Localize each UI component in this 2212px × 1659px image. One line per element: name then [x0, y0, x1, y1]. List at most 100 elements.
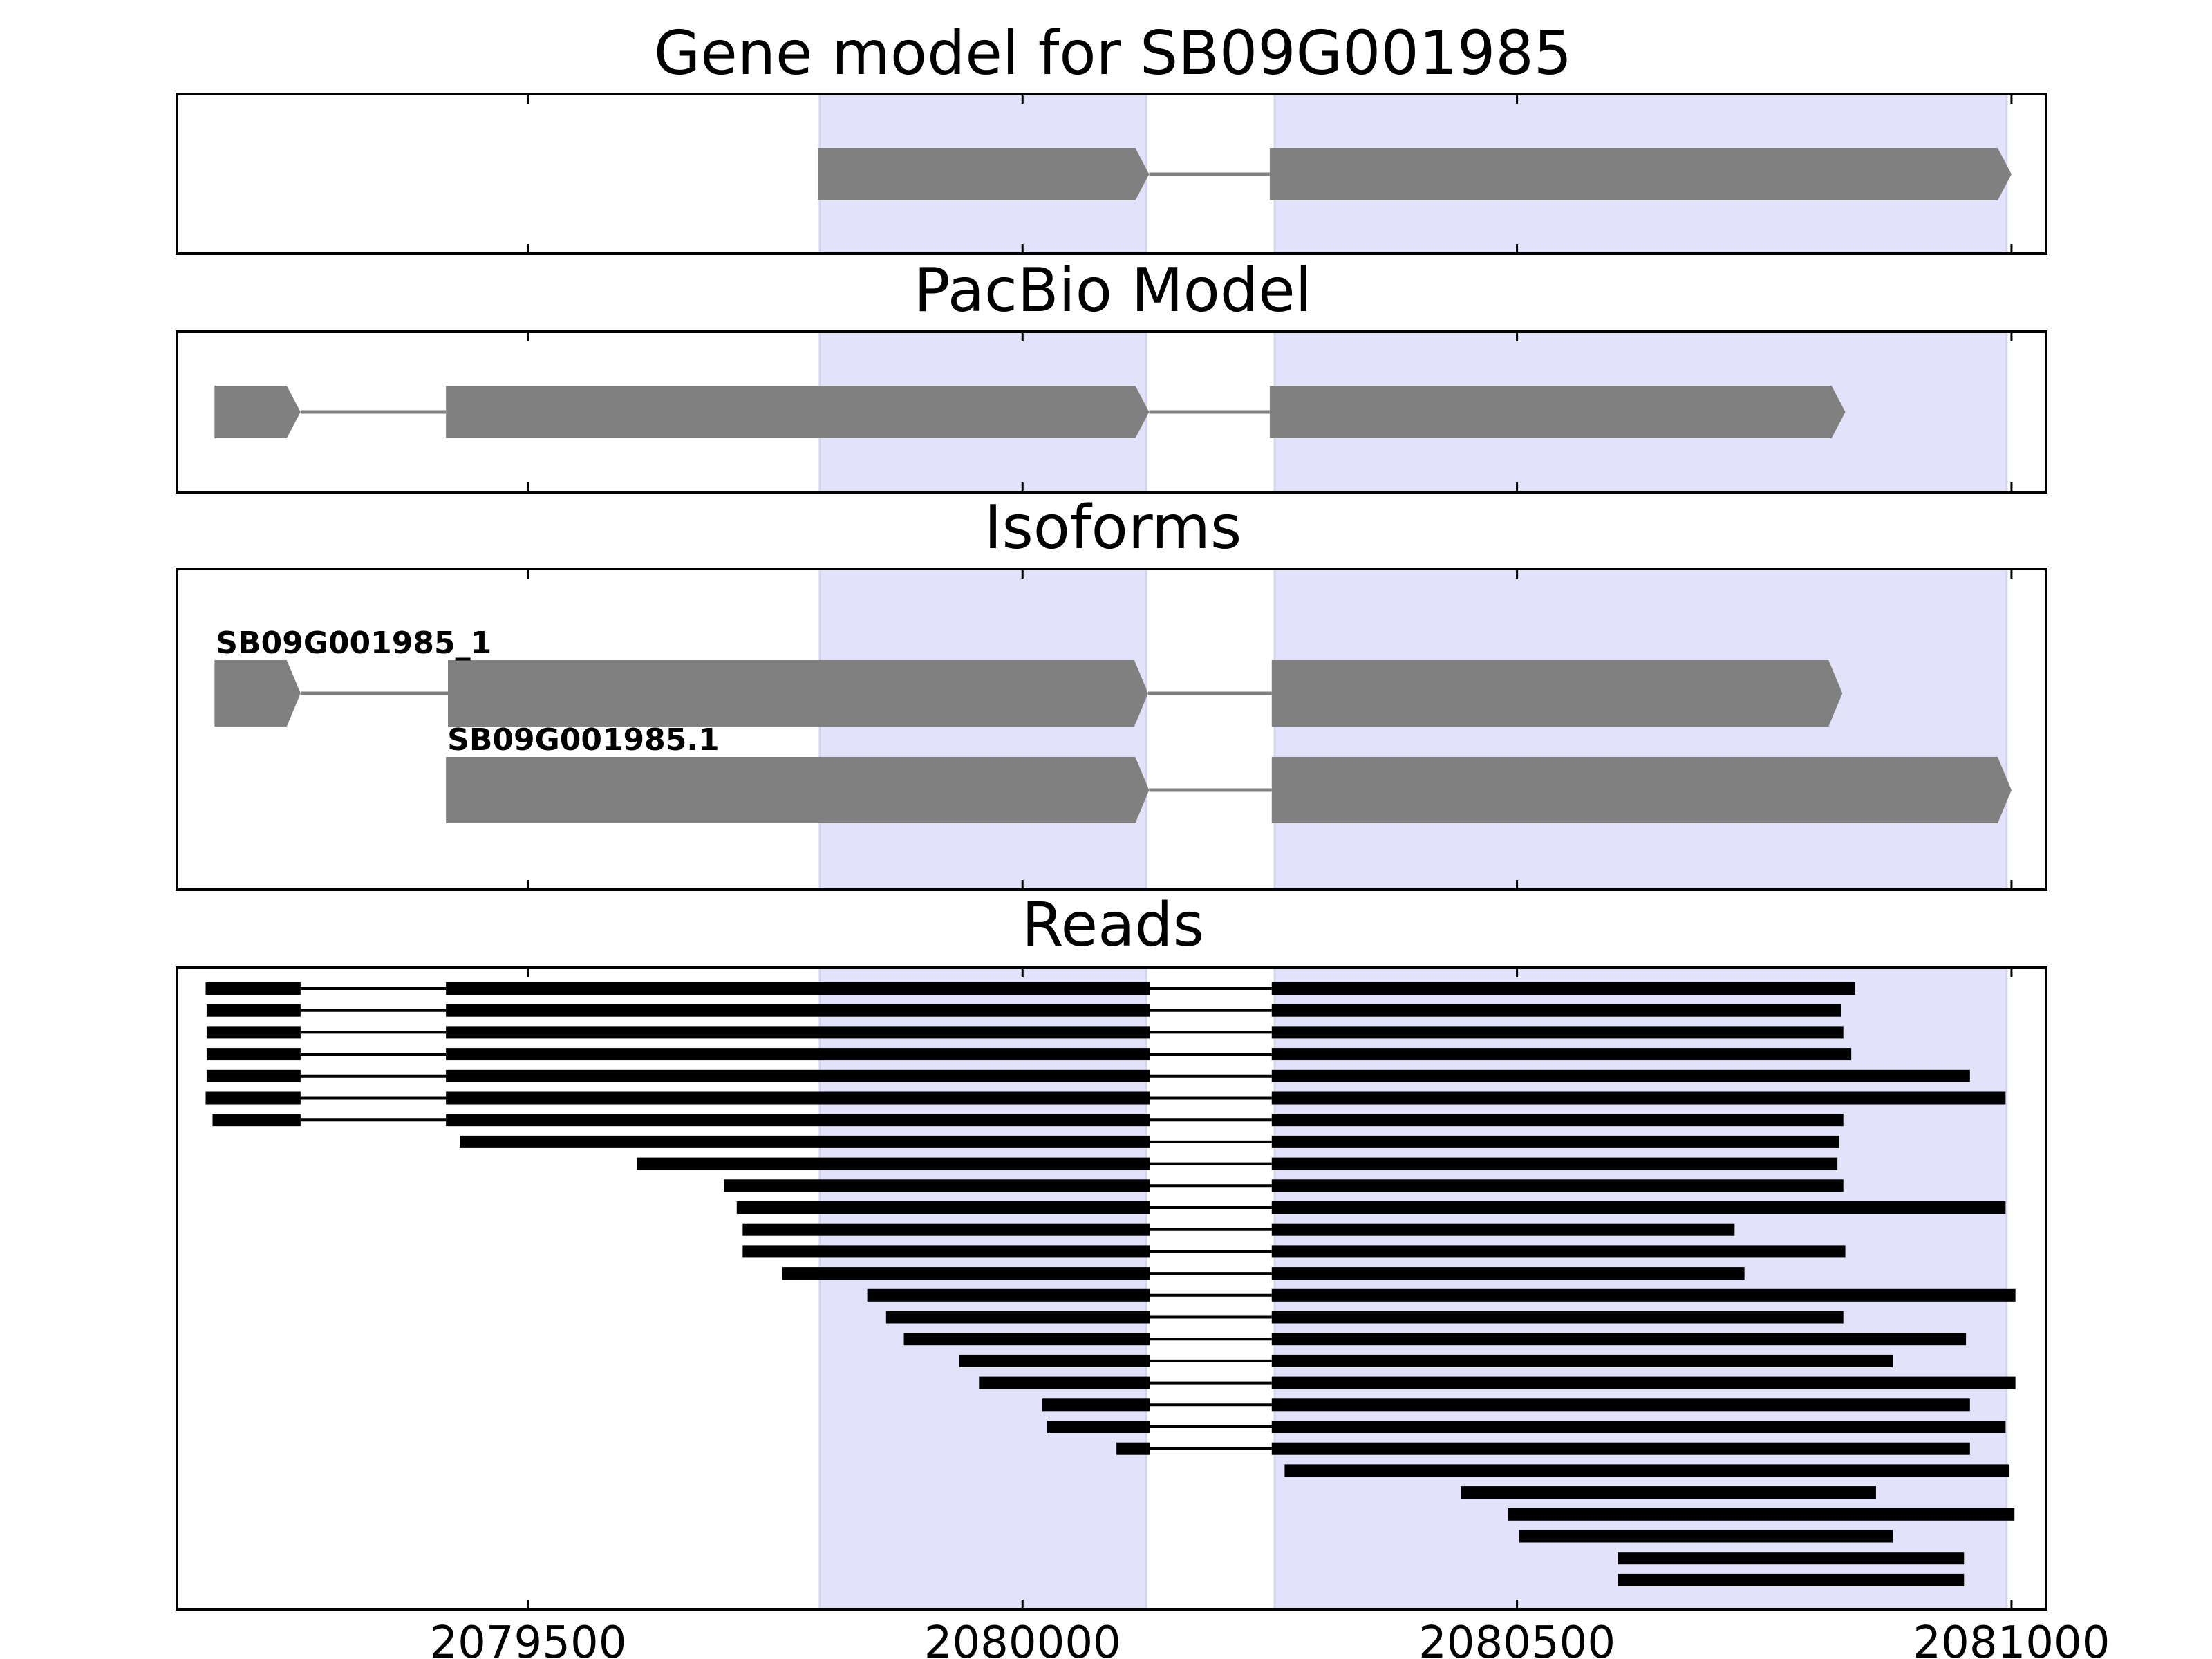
read-9 — [637, 1157, 1838, 1170]
read-27-block-1 — [1618, 1552, 1965, 1565]
reads-highlight-region-1 — [818, 966, 1147, 1611]
read-8-block-2 — [1271, 1135, 1839, 1148]
read-23 — [1284, 1464, 2010, 1477]
read-28-block-1 — [1618, 1573, 1965, 1586]
read-25 — [1508, 1508, 2015, 1521]
read-7-block-2 — [446, 1114, 1150, 1127]
read-20-block-1 — [1042, 1398, 1150, 1412]
read-16-block-2 — [1271, 1311, 1844, 1324]
read-6-block-1 — [205, 1091, 301, 1105]
read-11 — [736, 1201, 2006, 1214]
read-7-block-3 — [1271, 1114, 1844, 1127]
pacbio-model-exon-3 — [1269, 386, 1846, 438]
gene-model-frame — [176, 93, 2047, 255]
read-12-block-1 — [742, 1223, 1150, 1236]
read-28 — [1618, 1573, 1965, 1586]
read-18 — [959, 1354, 1893, 1367]
read-3-block-2 — [446, 1026, 1150, 1039]
read-24 — [1461, 1486, 1876, 1499]
isoforms-panel: SB09G001985_1 SB09G001985.1 — [176, 568, 2047, 891]
read-10-block-1 — [724, 1179, 1150, 1192]
read-11-block-1 — [736, 1201, 1150, 1214]
isoform-2-exon-1 — [446, 757, 1150, 823]
read-14-block-2 — [1271, 1267, 1745, 1280]
read-14 — [782, 1267, 1745, 1280]
read-9-block-2 — [1271, 1157, 1838, 1170]
isoform-1-exon-2 — [448, 660, 1148, 727]
read-21 — [1047, 1421, 2006, 1433]
read-11-block-2 — [1271, 1201, 2006, 1214]
x-tick-label-4: 2081000 — [1913, 1618, 2110, 1659]
read-10-block-2 — [1271, 1179, 1844, 1192]
gene-model-exon-1 — [818, 148, 1150, 200]
read-17-block-2 — [1271, 1333, 1967, 1346]
pacbio-model-exon-2 — [446, 386, 1150, 438]
read-17 — [903, 1333, 1967, 1346]
read-16-block-1 — [885, 1311, 1150, 1324]
read-17-block-1 — [903, 1333, 1150, 1346]
pacbio-model-frame — [176, 330, 2047, 494]
read-13 — [742, 1245, 1846, 1258]
read-13-block-1 — [742, 1245, 1150, 1258]
x-tick-label-3: 2080500 — [1418, 1618, 1615, 1659]
read-15-block-2 — [1271, 1288, 2016, 1302]
read-4-block-2 — [446, 1048, 1150, 1061]
read-21-block-2 — [1271, 1421, 2006, 1433]
read-16 — [885, 1311, 1844, 1324]
read-22 — [1116, 1442, 1970, 1455]
read-6-block-2 — [446, 1091, 1150, 1105]
read-7 — [212, 1114, 1844, 1127]
read-2-block-3 — [1271, 1004, 1841, 1017]
read-20 — [1042, 1398, 1970, 1412]
gene-model-exon-2 — [1269, 148, 2012, 200]
read-12-block-2 — [1271, 1223, 1735, 1236]
read-27 — [1618, 1552, 1965, 1565]
read-4-block-1 — [206, 1048, 301, 1061]
pacbio-model-exon-1 — [214, 386, 301, 438]
read-3-block-3 — [1271, 1026, 1844, 1039]
read-1-block-2 — [446, 982, 1150, 995]
isoforms-highlight-region-1 — [818, 568, 1147, 891]
read-5-block-3 — [1271, 1069, 1970, 1082]
isoform-label-1: SB09G001985_1 — [216, 626, 491, 661]
read-1-block-1 — [205, 982, 301, 995]
x-tick-label-1: 2079500 — [429, 1618, 626, 1659]
read-1-block-3 — [1271, 982, 1855, 995]
read-3-block-1 — [206, 1026, 301, 1039]
read-12 — [742, 1223, 1735, 1236]
x-tick-label-2: 2080000 — [924, 1618, 1121, 1659]
read-15-block-1 — [867, 1288, 1150, 1302]
read-5 — [206, 1069, 1970, 1082]
read-18-block-2 — [1271, 1354, 1893, 1367]
read-26 — [1519, 1530, 1893, 1543]
read-21-block-1 — [1047, 1421, 1150, 1433]
reads-title: Reads — [1022, 890, 1204, 960]
isoforms-highlight-region-2 — [1273, 568, 2008, 891]
read-19-block-2 — [1271, 1376, 2016, 1389]
read-18-block-1 — [959, 1354, 1150, 1367]
read-6-block-3 — [1271, 1091, 2006, 1105]
read-8-block-1 — [460, 1135, 1150, 1148]
isoforms-frame — [176, 568, 2047, 891]
read-5-block-2 — [446, 1069, 1150, 1082]
reads-panel — [176, 966, 2047, 1611]
read-1 — [205, 982, 1855, 995]
read-23-block-1 — [1284, 1464, 2010, 1477]
isoforms-title: Isoforms — [984, 492, 1241, 563]
read-2-block-1 — [206, 1004, 301, 1017]
read-6 — [205, 1091, 2006, 1105]
read-3 — [206, 1026, 1844, 1039]
read-25-block-1 — [1508, 1508, 2015, 1521]
read-2-block-2 — [446, 1004, 1150, 1017]
read-9-block-1 — [637, 1157, 1150, 1170]
isoform-2-exon-2 — [1271, 757, 2012, 823]
gene-model-title: Gene model for SB09G001985 — [654, 18, 1572, 88]
read-2 — [206, 1004, 1841, 1017]
read-7-block-1 — [212, 1114, 301, 1127]
pacbio-model-title: PacBio Model — [914, 255, 1312, 326]
read-19 — [979, 1376, 2016, 1389]
reads-frame — [176, 966, 2047, 1611]
isoform-label-2: SB09G001985.1 — [447, 722, 720, 758]
read-8 — [460, 1135, 1839, 1148]
